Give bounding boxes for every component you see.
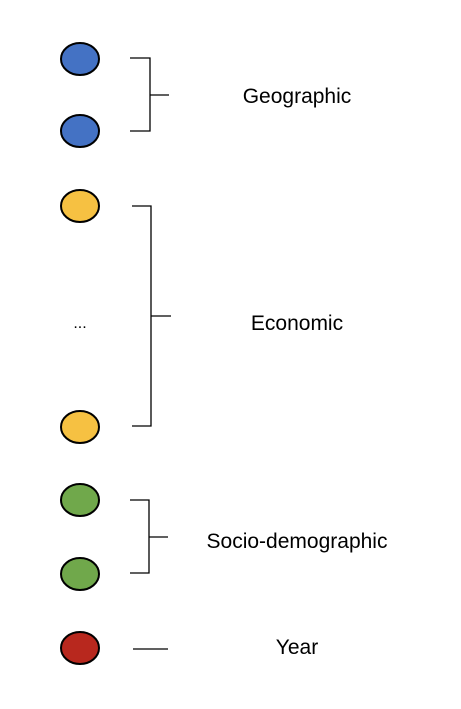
geographic-node-2 <box>60 114 100 148</box>
geographic-node-1 <box>60 42 100 76</box>
geographic-label: Geographic <box>242 85 352 108</box>
economic-label: Economic <box>250 312 344 335</box>
socio-demographic-bracket <box>130 499 168 574</box>
socio-demographic-label: Socio-demographic <box>206 530 388 553</box>
economic-node-2 <box>60 410 100 444</box>
year-node <box>60 631 100 665</box>
geographic-bracket <box>130 57 169 132</box>
socio-demographic-node-1 <box>60 483 100 517</box>
year-label: Year <box>275 636 319 659</box>
socio-demographic-node-2 <box>60 557 100 591</box>
economic-ellipsis: ... <box>73 315 87 332</box>
economic-bracket <box>132 205 171 427</box>
economic-node-1 <box>60 189 100 223</box>
